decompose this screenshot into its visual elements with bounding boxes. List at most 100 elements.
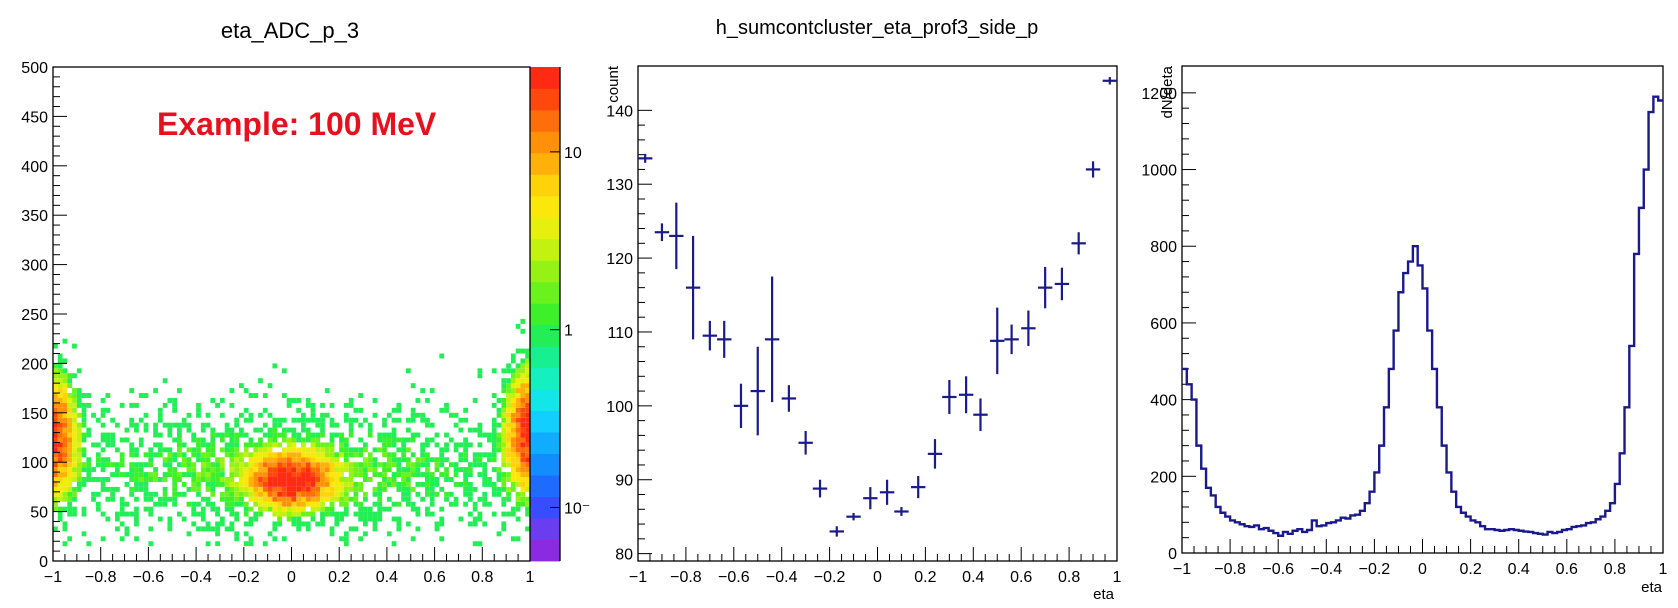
heatmap-cell xyxy=(234,536,240,542)
heatmap-cell xyxy=(81,467,87,473)
heatmap-cell xyxy=(277,457,282,463)
heatmap-cell xyxy=(67,442,73,448)
heatmap-cell xyxy=(76,452,82,458)
heatmap-cell xyxy=(367,477,373,482)
profile-point xyxy=(685,235,701,340)
heatmap-cell xyxy=(329,432,335,438)
heatmap-cell xyxy=(62,496,68,502)
heatmap-cell xyxy=(329,491,335,497)
heatmap-cell xyxy=(115,516,120,522)
histogram-y-axis-label: dN/deta xyxy=(1159,65,1176,118)
heatmap-cell xyxy=(248,541,254,547)
heatmap-cell xyxy=(67,457,73,463)
heatmap-cell xyxy=(301,501,306,507)
heatmap-cell xyxy=(329,486,335,492)
heatmap-cell xyxy=(367,457,373,463)
profile-point xyxy=(669,202,684,270)
heatmap-cell xyxy=(353,481,359,487)
heatmap-cell xyxy=(57,481,63,487)
heatmap-cell xyxy=(339,477,344,482)
heatmap-x-tick-label: 0.6 xyxy=(423,569,445,586)
heatmap-cell xyxy=(67,412,73,418)
heatmap-cell xyxy=(205,412,211,418)
heatmap-cell xyxy=(167,422,173,428)
heatmap-cell xyxy=(253,477,259,482)
heatmap-cell xyxy=(367,516,373,522)
histogram-x-tick-label: −0.6 xyxy=(1262,561,1294,578)
heatmap-cell xyxy=(191,486,197,492)
heatmap-cell xyxy=(239,491,244,497)
heatmap-cell xyxy=(281,393,287,398)
heatmap-cell xyxy=(248,462,254,468)
heatmap-cell xyxy=(296,477,302,482)
heatmap-cell xyxy=(172,402,178,408)
heatmap-cell xyxy=(196,481,201,487)
heatmap-cell xyxy=(487,501,492,507)
heatmap-cell xyxy=(196,477,201,482)
heatmap-cell xyxy=(382,417,387,423)
heatmap-cell xyxy=(405,457,411,463)
heatmap-cell xyxy=(496,442,502,448)
heatmap-cell xyxy=(367,462,373,468)
heatmap-cell xyxy=(286,437,292,443)
heatmap-cell xyxy=(425,467,430,473)
heatmap-cell xyxy=(353,447,359,453)
heatmap-cell xyxy=(501,526,507,532)
heatmap-cell xyxy=(348,417,354,423)
heatmap-cell xyxy=(506,472,511,478)
heatmap-cell xyxy=(425,506,430,512)
heatmap-cell xyxy=(410,407,416,413)
heatmap-cell xyxy=(157,516,163,522)
heatmap-cell xyxy=(386,452,392,458)
colorbar-segment xyxy=(530,131,560,154)
heatmap-cell xyxy=(67,511,73,517)
heatmap-cell xyxy=(100,397,106,403)
heatmap-cell xyxy=(405,467,411,473)
heatmap-cell xyxy=(81,481,87,487)
profile-point xyxy=(911,476,926,499)
heatmap-cell xyxy=(525,496,530,502)
heatmap-cell xyxy=(167,452,173,458)
heatmap-cell xyxy=(525,526,530,532)
heatmap-cell xyxy=(491,402,497,408)
profile-point xyxy=(990,307,1005,375)
profile-x-tick-label: 0.2 xyxy=(914,569,936,586)
heatmap-cell xyxy=(405,417,411,423)
heatmap-cell xyxy=(320,472,325,478)
heatmap-cell xyxy=(520,402,526,408)
heatmap-cell xyxy=(76,457,82,463)
heatmap-cell xyxy=(425,417,430,423)
heatmap-cell xyxy=(100,457,106,463)
heatmap-cell xyxy=(162,501,168,507)
heatmap-cell xyxy=(186,422,192,428)
heatmap-cell xyxy=(57,467,63,473)
heatmap-cell xyxy=(525,368,530,374)
heatmap-cell xyxy=(463,417,468,423)
heatmap-cell xyxy=(62,412,68,418)
profile-point xyxy=(1071,232,1086,255)
heatmap-cell xyxy=(415,397,421,403)
heatmap-y-tick-label: 500 xyxy=(21,60,48,77)
heatmap-cell xyxy=(224,481,230,487)
heatmap-cell xyxy=(100,422,106,428)
heatmap-cell xyxy=(525,481,530,487)
colorbar-tick-label: 10⁻ xyxy=(564,500,590,517)
heatmap-cell xyxy=(134,536,139,542)
heatmap-cell xyxy=(496,422,502,428)
heatmap-cell xyxy=(496,412,502,418)
heatmap-cell xyxy=(463,481,468,487)
heatmap-cell xyxy=(396,472,402,478)
heatmap-cell xyxy=(382,447,387,453)
heatmap-cell xyxy=(301,477,306,482)
heatmap-cell xyxy=(334,422,340,428)
heatmap-cell xyxy=(291,501,297,507)
heatmap-cell xyxy=(506,452,511,458)
heatmap-cell xyxy=(62,397,68,403)
heatmap-cell xyxy=(129,402,135,408)
heatmap-cell xyxy=(520,388,526,394)
heatmap-cell xyxy=(239,486,244,492)
heatmap-cell xyxy=(162,462,168,468)
heatmap-cell xyxy=(482,432,488,438)
heatmap-y-tick-label: 200 xyxy=(21,356,48,373)
heatmap-cell xyxy=(334,472,340,478)
